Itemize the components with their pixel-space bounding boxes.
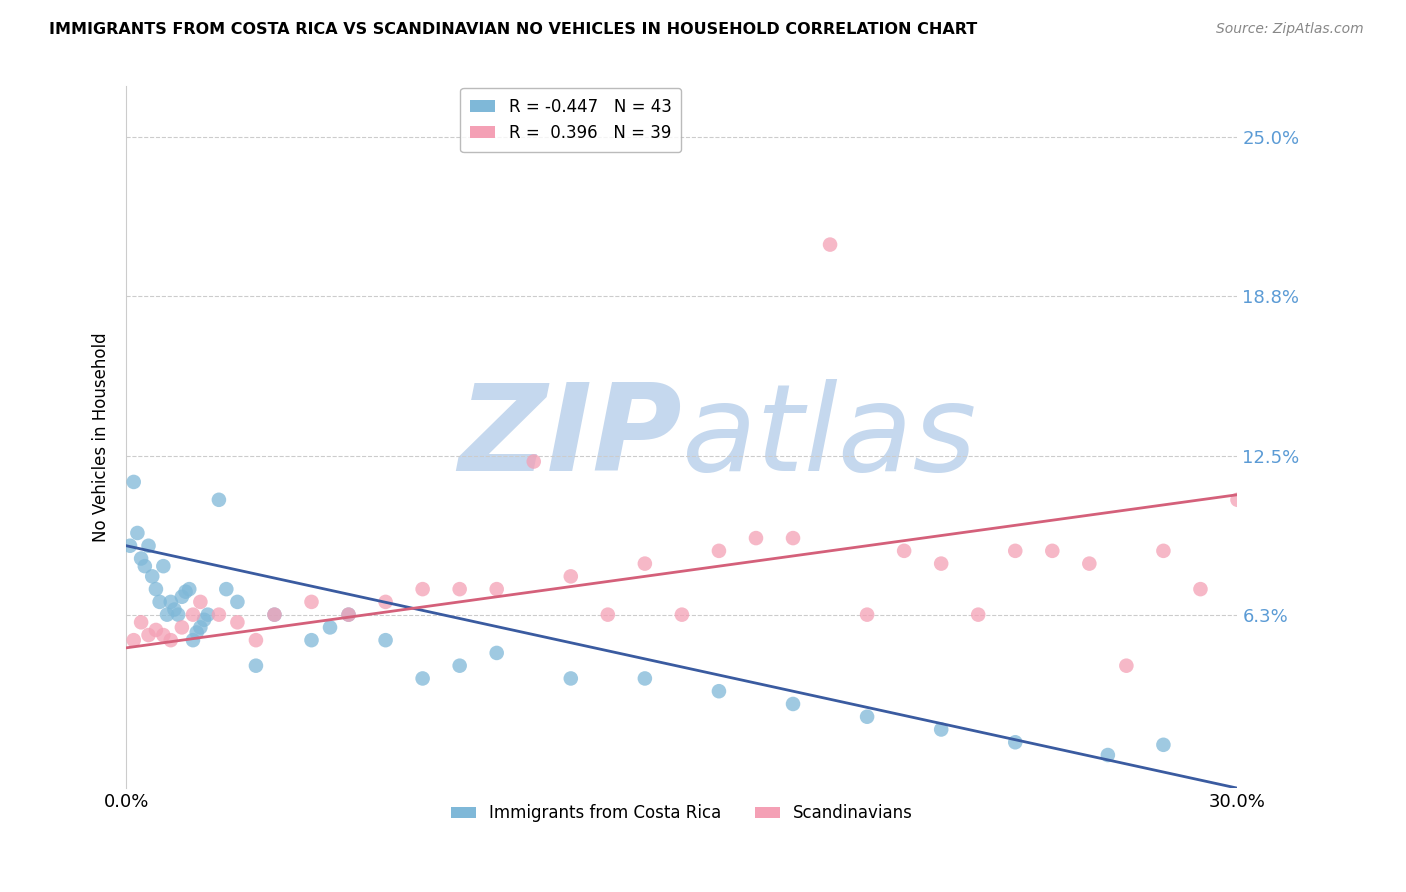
Point (181, 607, 204, 622)
Point (1152, 738, 1174, 752)
Point (174, 584, 197, 599)
Point (301, 633, 323, 648)
Point (412, 582, 434, 596)
Point (818, 237, 841, 252)
Point (208, 492, 231, 507)
Point (671, 607, 693, 622)
Point (226, 595, 249, 609)
Point (215, 582, 238, 596)
Point (167, 607, 190, 622)
Point (179, 582, 201, 596)
Point (263, 607, 285, 622)
Point (967, 607, 990, 622)
Point (337, 607, 360, 622)
Point (596, 607, 619, 622)
Point (893, 544, 915, 558)
Point (1226, 492, 1249, 507)
Point (134, 559, 156, 574)
Point (1152, 544, 1174, 558)
Point (190, 595, 212, 609)
Point (485, 646, 508, 660)
Point (560, 569, 582, 583)
Point (245, 633, 267, 648)
Point (181, 633, 204, 648)
Point (122, 475, 145, 489)
Point (141, 569, 163, 583)
Text: Source: ZipAtlas.com: Source: ZipAtlas.com (1216, 22, 1364, 37)
Point (1004, 735, 1026, 749)
Point (190, 620, 212, 634)
Point (374, 595, 396, 609)
Point (856, 710, 879, 724)
Point (127, 526, 149, 541)
Text: ZIP: ZIP (458, 379, 682, 496)
Text: IMMIGRANTS FROM COSTA RICA VS SCANDINAVIAN NO VEHICLES IN HOUSEHOLD CORRELATION : IMMIGRANTS FROM COSTA RICA VS SCANDINAVI… (49, 22, 977, 37)
Point (170, 620, 193, 634)
Point (929, 557, 952, 571)
Point (634, 557, 657, 571)
Point (929, 723, 952, 737)
Point (208, 607, 231, 622)
Point (634, 672, 657, 686)
Point (374, 633, 396, 648)
Point (149, 595, 172, 609)
Point (1004, 544, 1026, 558)
Point (170, 590, 193, 604)
Point (1115, 658, 1137, 673)
Point (122, 633, 145, 648)
Text: atlas: atlas (682, 379, 977, 496)
Point (145, 582, 167, 596)
Point (193, 613, 215, 627)
Point (856, 607, 879, 622)
Point (186, 625, 208, 640)
Point (782, 531, 804, 545)
Point (301, 595, 323, 609)
Point (337, 607, 360, 622)
Point (1040, 544, 1063, 558)
Legend: Immigrants from Costa Rica, Scandinavians: Immigrants from Costa Rica, Scandinavian… (444, 797, 920, 829)
Y-axis label: No Vehicles in Household: No Vehicles in Household (93, 333, 110, 542)
Point (156, 607, 179, 622)
Point (560, 672, 582, 686)
Point (152, 628, 174, 642)
Point (319, 620, 342, 634)
Point (412, 672, 434, 686)
Point (745, 531, 768, 545)
Point (1189, 582, 1212, 596)
Point (197, 607, 219, 622)
Point (145, 623, 167, 637)
Point (707, 684, 730, 698)
Point (245, 658, 267, 673)
Point (782, 697, 804, 711)
Point (163, 602, 186, 616)
Point (152, 559, 174, 574)
Point (159, 595, 181, 609)
Point (449, 582, 471, 596)
Point (1097, 747, 1119, 762)
Point (118, 539, 141, 553)
Point (449, 658, 471, 673)
Point (129, 615, 152, 630)
Point (138, 539, 160, 553)
Point (129, 551, 152, 566)
Point (159, 633, 181, 648)
Point (1078, 557, 1101, 571)
Point (707, 544, 730, 558)
Point (226, 615, 249, 630)
Point (263, 607, 285, 622)
Point (485, 582, 508, 596)
Point (523, 454, 546, 468)
Point (138, 628, 160, 642)
